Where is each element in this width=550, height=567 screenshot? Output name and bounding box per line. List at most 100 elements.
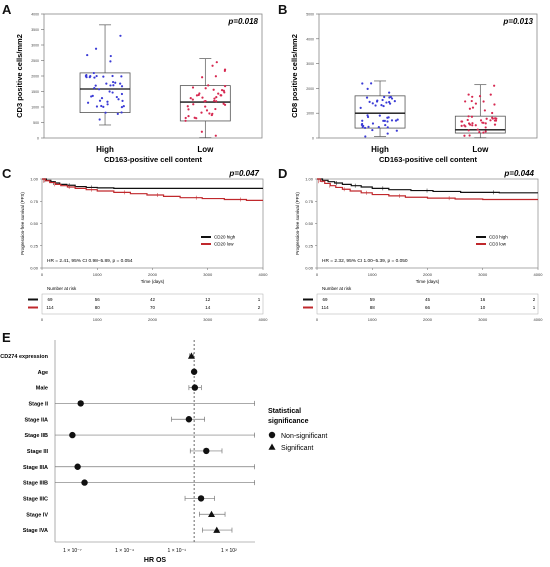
risk-value: 2 — [258, 305, 261, 310]
data-point — [192, 103, 195, 106]
x-tick-label: 1 × 10⁻⁴ — [115, 548, 134, 554]
forest-row-label: Stage IIIB — [23, 481, 48, 487]
forest-row-label: Male — [36, 386, 48, 392]
risk-value: 45 — [425, 297, 431, 302]
data-point — [204, 87, 207, 90]
x-tick-label: 0 — [316, 272, 319, 277]
risk-value: 69 — [322, 297, 328, 302]
risk-x-tick-label: 0 — [41, 317, 44, 322]
risk-x-tick-label: 3000 — [478, 317, 488, 322]
data-point — [211, 64, 214, 67]
estimate-circle — [81, 479, 88, 486]
boxplot-cd8: 0 1000 2000 3000 4000 5000 CD8 positive cells/… — [290, 13, 538, 164]
y-tick-label: 3000 — [306, 62, 314, 66]
panel-label-a: A — [2, 2, 12, 17]
data-point — [495, 117, 498, 120]
forest-row-label: Stage III — [27, 449, 49, 455]
x-tick-label: 1 × 10⁻¹ — [168, 548, 187, 554]
forest-row-label: Stage IIIA — [23, 465, 48, 471]
y-axis-label: Progression-free survival (PFS) — [295, 192, 300, 255]
y-tick-label: 500 — [33, 121, 39, 125]
risk-value: 80 — [95, 305, 101, 310]
data-point — [470, 99, 473, 103]
data-point — [478, 131, 481, 134]
data-point — [85, 73, 88, 77]
risk-x-tick-label: 3000 — [203, 317, 213, 322]
y-tick-label: 2000 — [306, 87, 314, 91]
data-point — [377, 126, 380, 129]
data-point — [380, 104, 383, 107]
data-point — [98, 118, 101, 121]
data-point — [193, 116, 196, 119]
data-point — [111, 80, 115, 84]
data-point — [366, 87, 369, 90]
data-point — [186, 105, 189, 108]
risk-table-frame — [41, 293, 264, 315]
data-point — [104, 111, 107, 114]
data-point — [214, 134, 217, 137]
data-point — [367, 125, 370, 129]
data-point — [201, 76, 204, 79]
legend-label: Significant — [281, 445, 313, 452]
x-axis-label: Time (days) — [141, 279, 165, 284]
data-point — [467, 122, 471, 125]
data-point — [120, 85, 124, 88]
plot-frame — [318, 13, 538, 139]
data-point — [493, 123, 497, 126]
data-point — [111, 74, 114, 78]
risk-x-tick-label: 4000 — [259, 317, 269, 322]
legend-label: CD20 low — [214, 242, 234, 247]
x-axis-label: HR OS — [144, 557, 167, 564]
risk-value: 1 — [533, 305, 536, 310]
data-point — [386, 132, 389, 135]
data-point — [223, 69, 226, 72]
data-point — [471, 106, 475, 109]
data-point — [393, 100, 396, 103]
data-point — [467, 129, 470, 132]
data-point — [464, 100, 467, 103]
x-tick-label: 1000 — [368, 272, 378, 277]
p-value: p=0.013 — [502, 17, 533, 26]
risk-value: 56 — [95, 297, 101, 302]
box-low — [454, 115, 506, 134]
data-point — [94, 84, 97, 87]
data-point — [94, 47, 98, 50]
x-tick-label: 3000 — [203, 272, 213, 277]
data-point — [106, 100, 109, 103]
data-point — [374, 104, 377, 107]
data-point — [92, 71, 95, 75]
data-point — [471, 122, 474, 125]
km-plot-cd20: 0.00 0.25 0.50 0.75 1.00 0 1000 2000 3000 4000 Tim… — [20, 169, 269, 322]
estimate-circle — [203, 447, 210, 455]
risk-x-tick-label: 1000 — [368, 317, 378, 322]
risk-value: 70 — [150, 305, 156, 310]
x-axis-label: Time (days) — [416, 279, 440, 284]
data-point — [222, 102, 225, 105]
data-point — [463, 134, 466, 137]
data-point — [361, 119, 364, 122]
data-point — [217, 92, 220, 95]
data-point — [215, 61, 218, 64]
data-point — [197, 93, 200, 97]
data-point — [86, 101, 90, 104]
data-point — [184, 116, 187, 120]
data-point — [467, 93, 470, 96]
estimate-circle — [197, 495, 205, 502]
data-point — [187, 115, 190, 118]
data-point — [214, 75, 217, 78]
y-tick-label: 0.50 — [305, 221, 314, 226]
y-tick-label: 0.75 — [305, 199, 314, 204]
plot-frame — [43, 13, 263, 139]
box-low — [179, 85, 231, 122]
y-axis-label: CD8 positive cells/mm2 — [290, 34, 299, 118]
estimate-triangle — [187, 352, 195, 359]
data-point — [109, 60, 112, 63]
y-tick-label: 2000 — [31, 75, 39, 79]
data-point — [386, 120, 389, 123]
data-point — [119, 34, 122, 37]
y-tick-label: 1000 — [306, 112, 314, 116]
risk-table-frame — [316, 293, 539, 315]
data-point — [484, 122, 487, 125]
data-point — [470, 115, 474, 118]
data-point — [388, 102, 392, 105]
